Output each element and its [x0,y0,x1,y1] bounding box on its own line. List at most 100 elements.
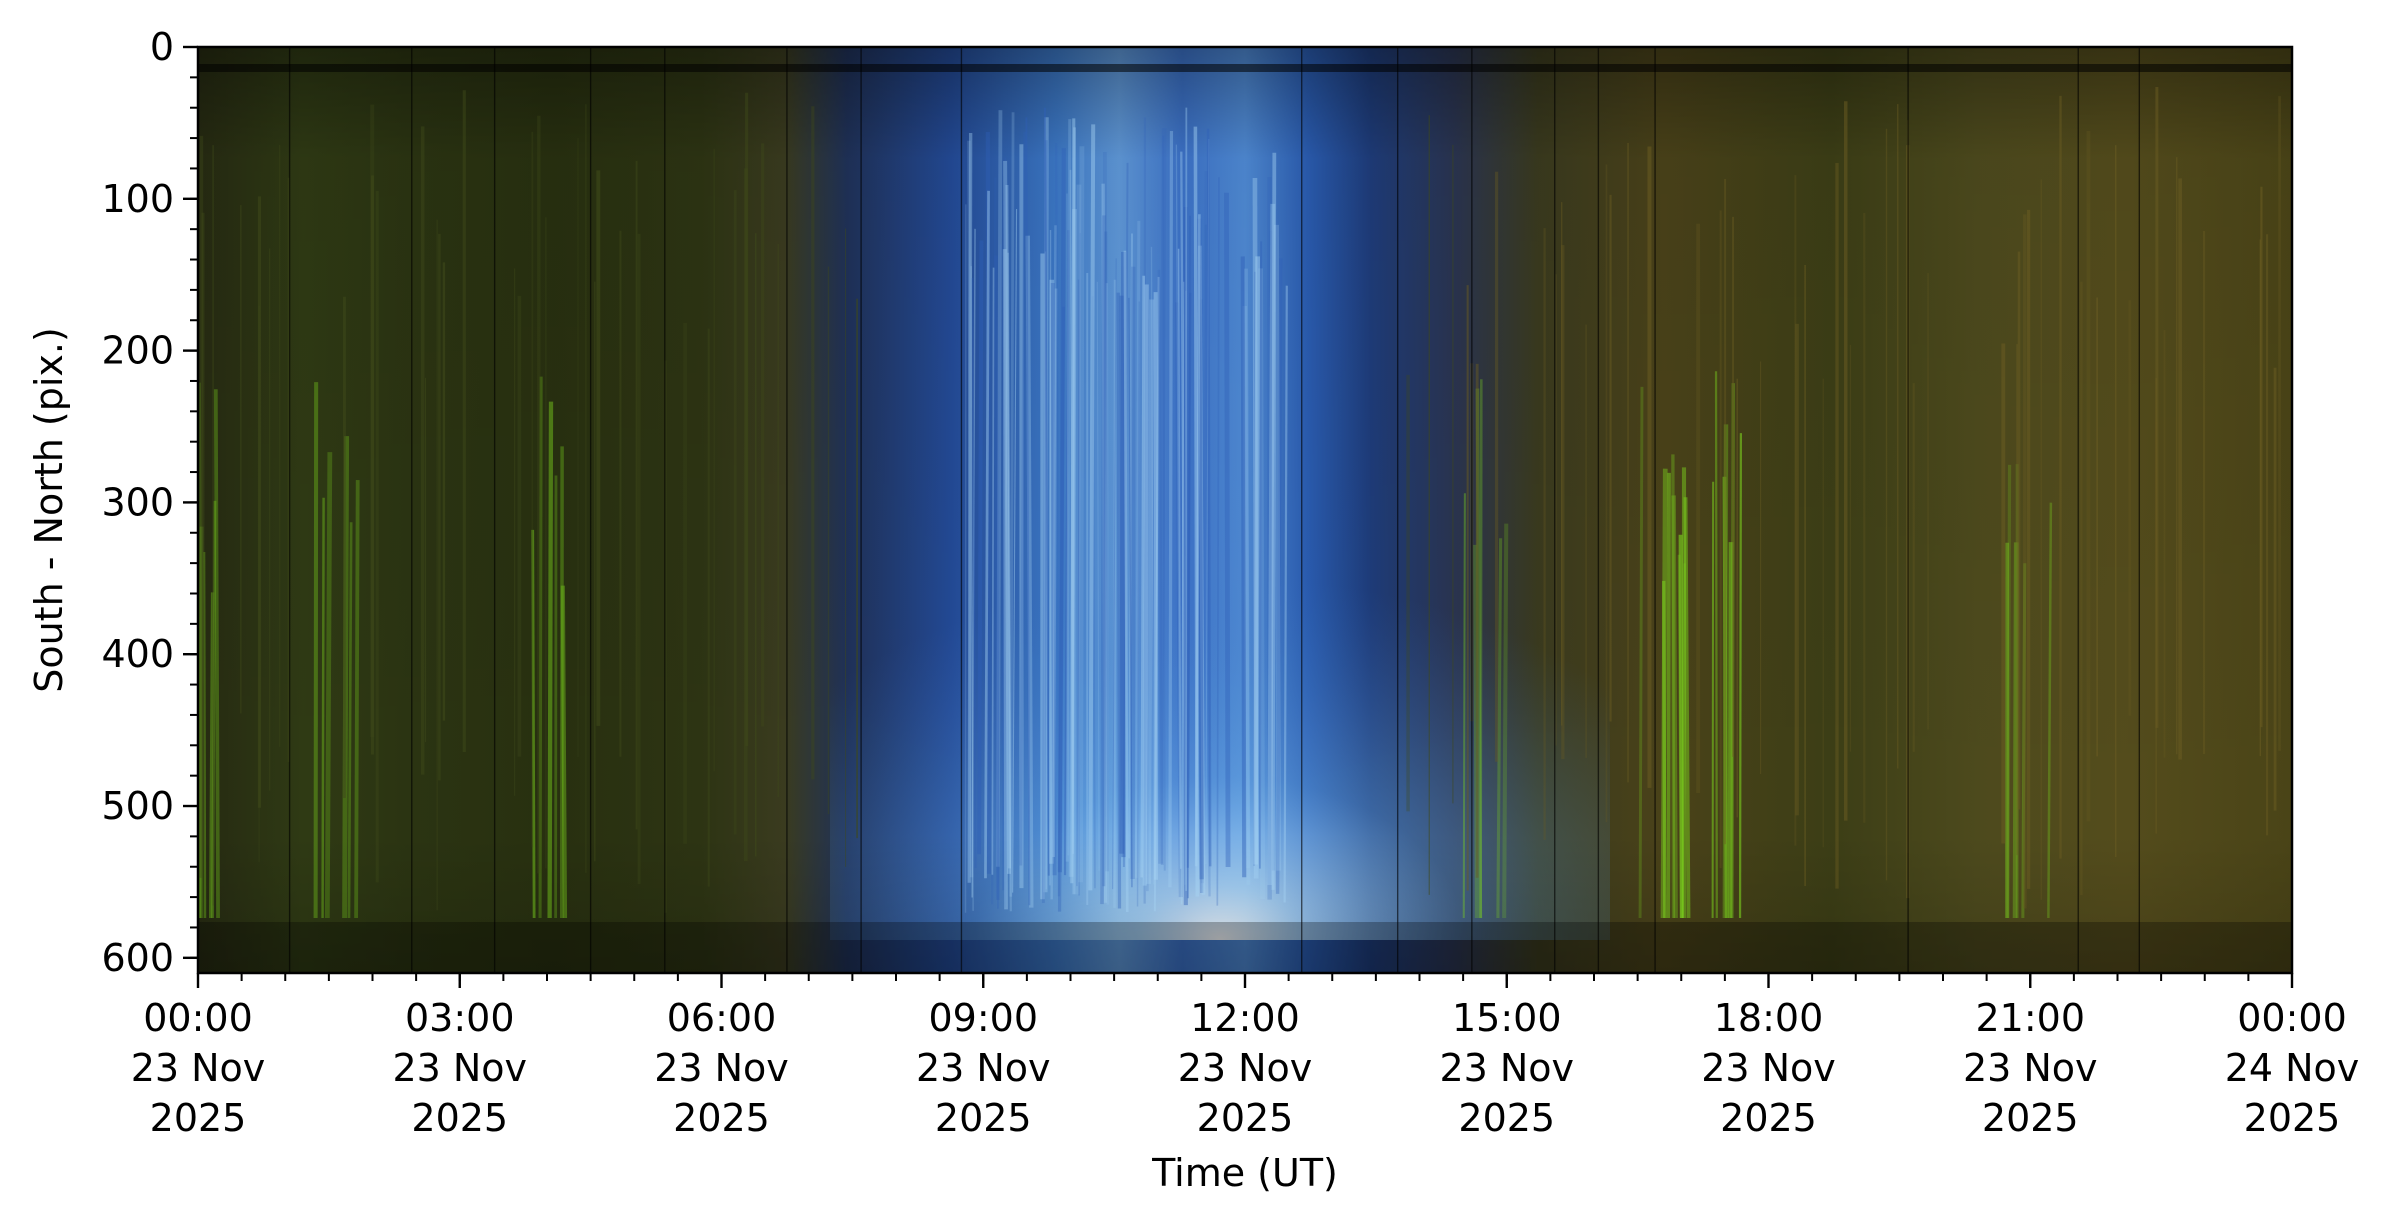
blue-streak [967,132,973,883]
y-tick-label: 400 [101,632,174,676]
blue-streak [1252,177,1259,879]
blue-streak [1102,151,1110,872]
blue-streak [1069,169,1075,854]
blue-streak [1177,248,1182,869]
blue-streak [1043,107,1050,876]
x-tick-label-line: 06:00 [667,996,777,1040]
blue-streak [1002,249,1008,910]
blue-streak [1065,119,1072,862]
blue-streak [994,255,1000,900]
x-tick-label: 15:00 23 Nov 2025 [1439,996,1574,1140]
blue-streak [1240,256,1247,878]
blue-streak [1180,151,1187,885]
blue-streak [1253,271,1257,866]
blue-streak [1216,177,1220,906]
x-tick-label-line: 2025 [1197,1096,1294,1140]
segment-boundaries [288,47,2141,973]
blue-streak [1063,230,1070,876]
blue-streak [991,267,995,875]
aurora-streak [1681,563,1686,919]
blue-streak [1006,252,1012,912]
aurora-streak [2047,502,2053,919]
blue-streak [977,240,984,855]
blue-streak [1052,288,1058,857]
plot-area [198,47,2292,973]
aurora-streak [560,585,568,919]
blue-streak [1242,305,1250,868]
blue-streak [1077,279,1080,896]
x-tick-label-line: 2025 [1458,1096,1555,1140]
blue-streak [1283,285,1288,903]
blue-streak [1157,269,1164,865]
x-axis: 00:00 23 Nov 2025 03:00 23 Nov 2025 06:00 23 No… [131,973,2359,1140]
aurora-streak [547,401,554,919]
aurora-streak [1738,433,1743,919]
x-tick-label-line: 23 Nov [1701,1046,1836,1090]
x-tick-label-line: 23 Nov [1178,1046,1313,1090]
blue-streak [1193,126,1200,897]
x-tick-label-line: 23 Nov [654,1046,789,1090]
blue-streak [1153,276,1160,912]
aurora-streak [1722,476,1729,919]
aurora-streak [1671,454,1676,919]
aurora-streak [2012,542,2019,919]
aurora-streak [198,526,204,919]
aurora-streak [1475,388,1483,919]
blue-streak [1112,258,1117,890]
x-tick-label: 06:00 23 Nov 2025 [654,996,789,1140]
aurora-streak [1496,538,1503,919]
blue-streak [1025,235,1034,908]
blue-streak [1096,281,1100,871]
blue-streak [970,266,974,911]
blue-streak [1025,117,1031,906]
blue-streak [1123,250,1129,913]
blue-streak [1005,185,1012,869]
y-axis: 0 100 200 300 400 500 600 [101,25,198,980]
blue-streak [1078,146,1085,883]
blue-streak [1102,231,1108,887]
blue-streak [1119,252,1126,854]
x-tick-label-line: 23 Nov [1439,1046,1574,1090]
blue-streak [1162,135,1166,871]
blue-streak [1003,160,1012,874]
blue-streak [1258,241,1263,869]
blue-streak [1044,251,1048,890]
blue-streak [1244,268,1251,885]
x-tick-label: 18:00 23 Nov 2025 [1701,996,1836,1140]
blue-streak [1041,140,1048,903]
blue-streak [971,278,977,868]
blue-streak [1275,258,1283,894]
x-tick-label-line: 2025 [1720,1096,1817,1140]
aurora-streak [1711,481,1715,919]
x-tick-label-line: 23 Nov [916,1046,1051,1090]
blue-streak [1142,284,1149,886]
y-tick-label: 300 [101,480,174,524]
aurora-streak [213,389,220,919]
aurora-streak [209,592,215,919]
x-tick-label-line: 23 Nov [131,1046,266,1090]
blue-streak [1070,118,1076,884]
blue-streak [1274,224,1282,871]
blue-streak [997,244,1002,909]
blue-streak [1009,112,1015,897]
x-tick-label-line: 23 Nov [1963,1046,2098,1090]
y-tick-label: 600 [101,936,174,980]
aurora-streak [1662,580,1667,919]
x-tick-label-line: 18:00 [1714,996,1824,1040]
blue-streak [1198,245,1206,895]
blue-streak [1128,297,1133,888]
blue-streak [1136,301,1140,907]
blue-streak [1130,266,1136,880]
blue-streak [1091,296,1096,889]
blue-streak [1012,208,1018,893]
aurora-streak [1727,542,1734,919]
blue-streak [1194,214,1201,867]
blue-streak [1253,256,1260,865]
aurora-streak [2006,464,2012,919]
aurora-streak [1683,497,1691,919]
blue-streak [1054,143,1061,897]
blue-streak [1174,302,1183,898]
x-tick-label-line: 09:00 [928,996,1038,1040]
aurora-streak [1722,424,1729,919]
blue-streak [1269,230,1275,871]
